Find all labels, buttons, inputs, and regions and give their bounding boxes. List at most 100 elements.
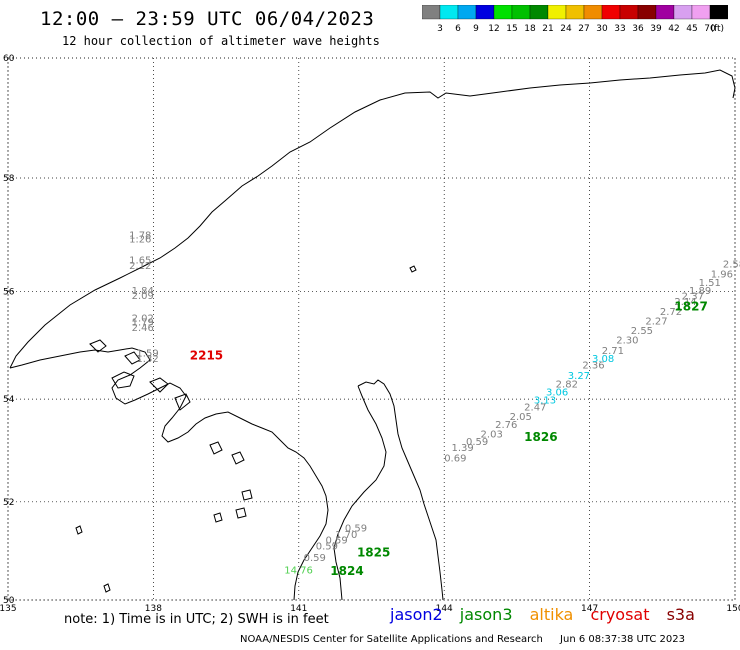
pass-time-label: 1826 [524,430,557,444]
legend-label: 45 [686,24,697,34]
lon-tick-label: 144 [436,604,453,614]
credit-line: NOAA/NESDIS Center for Satellite Applica… [240,634,699,645]
wave-height-label: 1.84 [132,286,154,297]
wave-height-label: 2.27 [645,316,667,327]
lon-tick-label: 141 [290,604,307,614]
pass-time-labels: 2215 1827 1826 1825 1824 [190,300,708,578]
wave-height-label: 3.06 [546,387,568,398]
page-title: 12:00 – 23:59 UTC 06/04/2023 [40,8,375,30]
legend-swatch [439,5,459,20]
wave-height-label: 1.32 [136,354,158,365]
credit-timestamp: Jun 6 08:37:38 UTC 2023 [560,634,685,645]
satellite-s3a: s3a [666,605,695,624]
legend-swatch [691,5,711,20]
wave-height-label: 14.76 [284,565,313,576]
legend-label: 6 [455,24,461,34]
map-grid [7,57,736,601]
coastline [9,69,736,601]
legend-swatch [673,5,693,20]
legend-swatch [547,5,567,20]
pass-time-label: 1827 [674,300,707,314]
wave-height-label: 0.59 [345,524,367,535]
legend-swatch [601,5,621,20]
lon-tick-label: 147 [581,604,598,614]
lat-tick-label: 54 [3,395,15,405]
legend-swatch [457,5,477,20]
legend-unit: (ft) [710,24,724,34]
lon-tick-label: 138 [145,604,162,614]
lat-tick-label: 50 [3,596,15,606]
wave-height-label: 2.47 [524,403,546,414]
satellite-altika: altika [529,605,574,624]
wave-height-label: 2.55 [631,326,653,337]
wave-height-label: 2.76 [495,420,517,431]
wave-height-label: 2.02 [132,314,154,325]
legend-label: 15 [506,24,517,34]
footer-note: note: 1) Time is in UTC; 2) SWH is in fe… [64,612,329,627]
legend-label: 27 [578,24,589,34]
legend-label: 33 [614,24,625,34]
wave-height-label: 2.03 [481,430,503,441]
color-legend: 3 6 9 12 15 18 21 24 27 30 33 36 39 42 45 70(ft) [422,5,728,34]
legend-label: 18 [524,24,536,34]
wave-height-label: 1.26 [129,234,151,245]
legend-label: 24 [560,24,572,34]
legend-label: 70 [704,24,716,34]
wave-height-labels: 1.781.26 1.652.12 1.842.09 2.021.792.46 1.59… [129,230,740,576]
wave-height-label: 2.05 [510,412,532,423]
legend-label: 39 [650,24,662,34]
wave-height-label: 2.37 [682,292,704,303]
legend-swatch [565,5,585,20]
axis-tick-labels: 135 138 141 144 147 150 50 52 54 56 58 60 [0,54,740,614]
satellite-cryosat: cryosat [590,605,650,624]
legend-swatch [422,5,441,20]
wave-height-label: 0.59 [466,437,488,448]
legend-swatch [655,5,675,20]
wave-height-label: 3.08 [592,354,614,365]
wave-height-label: 2.36 [582,360,604,371]
legend-swatch [709,5,728,20]
mainland-coast-north [9,69,736,369]
sakhalin-coast [333,379,444,601]
wave-height-label: 1.96 [711,270,733,281]
wave-height-label: 1.70 [335,530,357,541]
lat-tick-label: 56 [3,287,15,297]
page-subtitle: 12 hour collection of altimeter wave hei… [62,34,380,48]
legend-label: 30 [596,24,608,34]
mainland-coast-south [9,347,329,601]
satellite-jason3: jason3 [459,605,513,624]
pass-time-label: 1825 [357,545,390,559]
legend-label: 36 [632,24,644,34]
legend-swatch [583,5,603,20]
legend-swatch [493,5,513,20]
wave-height-label: 2.71 [602,346,624,357]
wave-height-label: 2.82 [556,380,578,391]
wave-height-label: 2.58 [723,260,740,271]
wave-height-label: 0.69 [444,453,466,464]
satellite-legend: jason2 jason3 altika cryosat s3a [390,605,707,624]
wave-height-label: 1.65 [129,256,151,267]
pass-time-label: 1824 [330,564,363,578]
small-islands [75,265,417,593]
wave-height-label: 2.46 [132,323,154,334]
wave-height-label: 2.72 [660,307,682,318]
wave-height-label: 2.30 [616,335,638,346]
legend-label: 42 [668,24,679,34]
map-frame [7,57,736,601]
credit-org: NOAA/NESDIS Center for Satellite Applica… [240,634,543,645]
lon-tick-label: 150 [726,604,740,614]
lat-tick-label: 60 [3,54,15,64]
wave-height-label: 3.13 [534,395,556,406]
wave-height-label: 0.59 [325,536,347,547]
wave-height-label: 0.59 [304,553,326,564]
legend-label: 9 [473,24,479,34]
wave-height-label: 2.09 [132,291,154,302]
wave-height-label: 2.12 [129,261,151,272]
legend-swatch [619,5,639,20]
pass-time-label: 2215 [190,348,223,362]
lat-tick-label: 58 [3,174,15,184]
wave-height-label: 1.39 [451,443,473,454]
shantar-islands [89,339,191,411]
wave-height-label: 1.51 [699,278,721,289]
